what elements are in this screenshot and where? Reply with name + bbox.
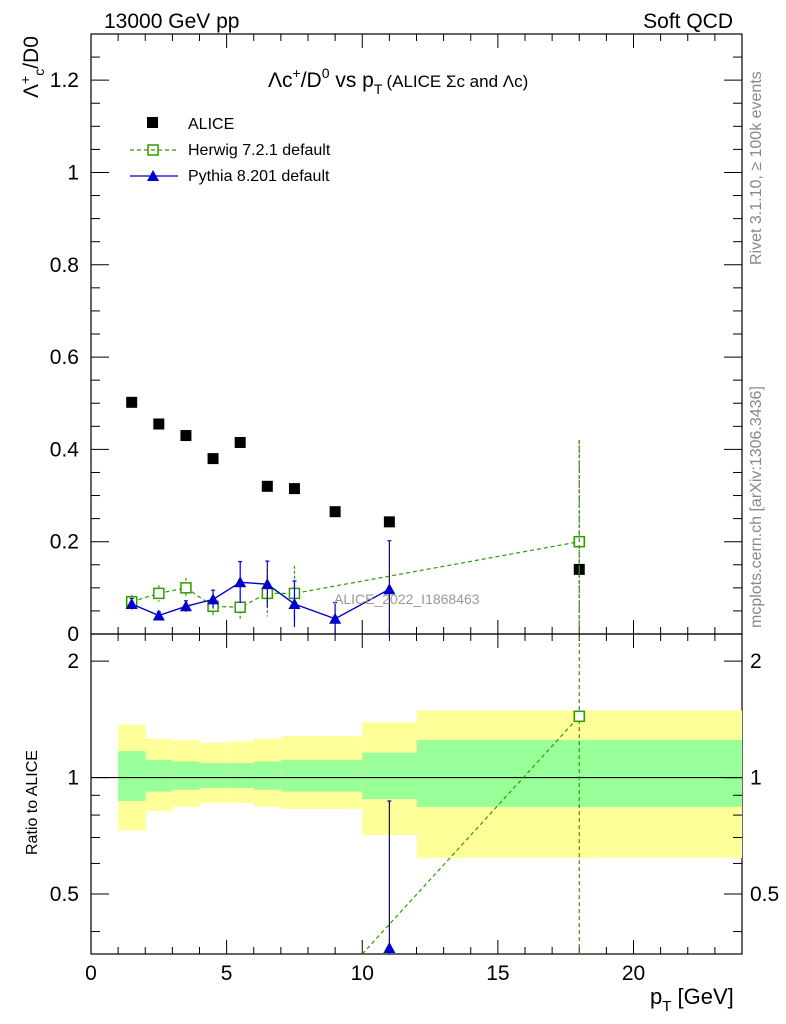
pythia-point [383, 583, 396, 595]
ratio-pythia-point [383, 942, 396, 953]
band-inner-1 [145, 760, 173, 792]
ratio-y-tick-label: 2 [67, 650, 79, 673]
band-inner-5 [253, 761, 281, 790]
pythia-point [234, 576, 247, 588]
x-tick-label: 10 [351, 962, 374, 985]
ratio-herwig-point [573, 710, 585, 723]
alice-point [329, 506, 341, 518]
band-inner-0 [118, 751, 146, 801]
side-label-rivet: Rivet 3.1.10, ≥ 100k events [748, 71, 765, 265]
side-label-mcplots: mcplots.cern.ch [arXiv:1306.3436] [748, 386, 765, 628]
axis-ticks [90, 33, 743, 954]
legend-pythia-marker [147, 170, 159, 181]
ratio-bands [91, 710, 742, 858]
band-inner-7 [362, 752, 417, 800]
header-left: 13000 GeV pp [104, 10, 239, 33]
alice-point [207, 453, 219, 465]
ratio-y-tick-label-right: 1 [750, 767, 762, 790]
alice-point [126, 396, 138, 408]
pythia-point [261, 578, 274, 590]
analysis-tag: ALICE_2022_I1868463 [334, 591, 480, 607]
legend-pythia-label: Pythia 8.201 default [188, 168, 330, 185]
pythia-point [329, 612, 342, 624]
legend: ALICE Herwig 7.2.1 default Pythia 8.201 … [130, 116, 331, 185]
alice-point [383, 516, 395, 528]
header-right: Soft QCD [643, 10, 733, 33]
y-tick-label: 0.8 [50, 254, 79, 277]
pythia-point [207, 593, 220, 605]
legend-herwig-marker [147, 144, 159, 156]
ratio-y-tick-label-right: 2 [750, 650, 762, 673]
band-inner-2 [172, 761, 200, 790]
herwig-point [153, 587, 165, 600]
pythia-point [179, 600, 192, 612]
herwig-point [234, 601, 246, 613]
svg-text:Λc+/D0 vs pT(ALICE Σc and Λc): Λc+/D0 vs pT (ALICE Σc and Λc) [268, 65, 528, 97]
herwig-point [180, 582, 192, 594]
legend-alice-label: ALICE [188, 116, 234, 133]
ratio-y-tick-label: 0.5 [50, 883, 79, 906]
pythia-point [152, 609, 165, 621]
axis-tick-labels: 0 5 10 15 20 0 0.2 0.4 0.6 0.8 1 1.2 0.5 0.5 1 1 2 2 [50, 69, 779, 985]
y-tick-label: 0.6 [50, 346, 79, 369]
y-tick-label: 0 [67, 623, 79, 646]
y-tick-label: 0.2 [50, 531, 79, 554]
ratio-y-tick-label: 1 [67, 767, 79, 790]
x-tick-label: 20 [622, 962, 645, 985]
x-tick-label: 15 [486, 962, 509, 985]
x-tick-label: 0 [85, 962, 97, 985]
alice-point [261, 480, 273, 492]
y-tick-label: 0.4 [50, 438, 80, 461]
band-inner-3 [199, 763, 227, 788]
main-series [125, 396, 585, 634]
pythia-point [125, 598, 138, 609]
ratio-y-axis-label: Ratio to ALICE [24, 750, 41, 855]
y-tick-label: 1 [67, 161, 79, 184]
ratio-herwig-line [361, 715, 580, 955]
band-inner-6 [280, 760, 363, 792]
plot-title-main: Λc [268, 69, 293, 92]
x-tick-label: 5 [221, 962, 233, 985]
x-axis-label: pT [GeV] [650, 984, 734, 1015]
band-inner-4 [226, 763, 254, 788]
alice-point [180, 430, 192, 442]
main-y-axis-label: Λ+c/D0 [17, 36, 47, 98]
alice-point [234, 436, 246, 448]
y-tick-label: 1.2 [50, 69, 79, 92]
alice-point [153, 418, 165, 430]
pythia-point [288, 598, 301, 609]
legend-alice-marker [147, 117, 158, 128]
legend-herwig-label: Herwig 7.2.1 default [188, 142, 331, 159]
plot-title: Λc+/D0 vs pT (ALICE Σc and Λc) [268, 65, 528, 97]
ratio-series [361, 440, 585, 955]
svg-text:Λ+c/D0: Λ+c/D0 [17, 36, 47, 98]
ratio-y-tick-label-right: 0.5 [750, 883, 779, 906]
alice-point [288, 483, 300, 495]
